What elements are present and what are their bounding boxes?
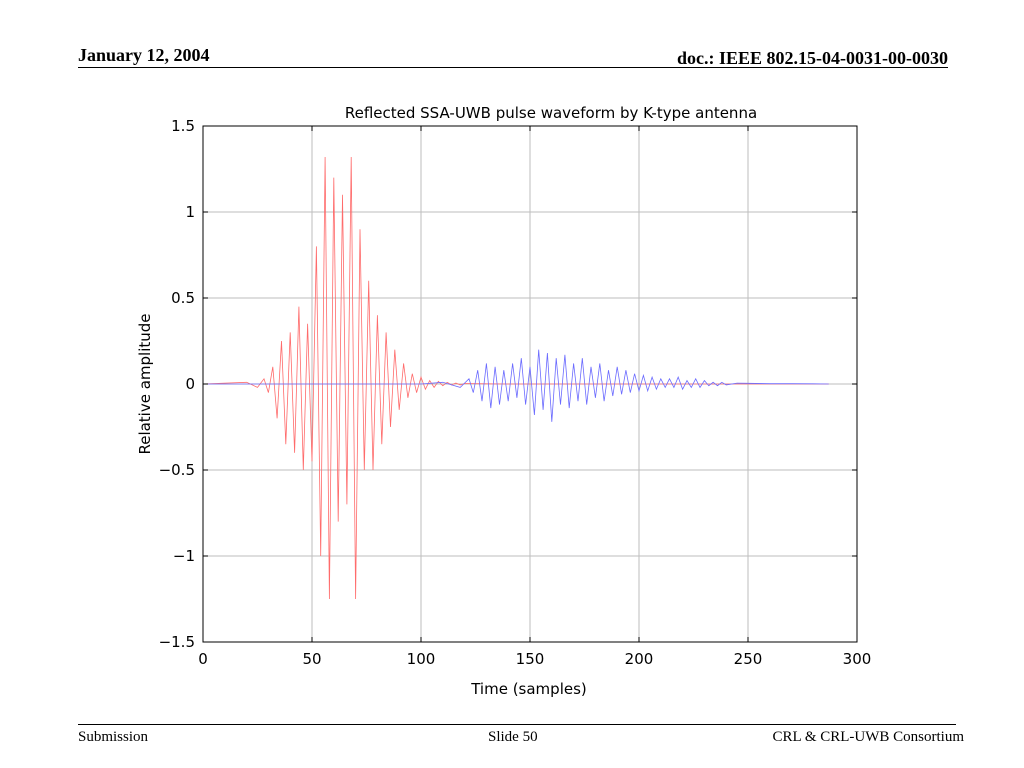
y-tick-label: −1.5 bbox=[159, 633, 195, 651]
y-tick-label: −1 bbox=[173, 547, 195, 565]
header-date: January 12, 2004 bbox=[78, 45, 210, 65]
series-line-2 bbox=[203, 349, 829, 422]
series-layer bbox=[202, 156, 829, 600]
x-axis-label: Time (samples) bbox=[470, 680, 587, 698]
y-tick-label: 1 bbox=[185, 203, 195, 221]
footer-submission: Submission bbox=[78, 729, 149, 745]
footer-consortium: CRL & CRL-UWB Consortium bbox=[772, 729, 964, 745]
x-tick-label: 100 bbox=[407, 650, 436, 668]
y-tick-label: 0 bbox=[185, 375, 195, 393]
y-axis-label: Relative amplitude bbox=[136, 313, 154, 454]
axis-ticks: 0 50 100 150 200 250 300 1.5 1 0.5 0 −0.5 −1 −1.5 bbox=[159, 117, 872, 668]
x-tick-label: 150 bbox=[516, 650, 545, 668]
footer-divider bbox=[78, 724, 956, 725]
x-tick-label: 50 bbox=[302, 650, 321, 668]
header-divider bbox=[78, 67, 948, 68]
x-tick-label: 200 bbox=[625, 650, 654, 668]
y-tick-label: 0.5 bbox=[171, 289, 195, 307]
x-tick-label: 0 bbox=[198, 650, 208, 668]
y-tick-label: −0.5 bbox=[159, 461, 195, 479]
x-tick-label: 250 bbox=[734, 650, 763, 668]
y-tick-label: 1.5 bbox=[171, 117, 195, 135]
header-doc-id: doc.: IEEE 802.15-04-0031-00-0030 bbox=[677, 48, 948, 68]
series-line-1 bbox=[202, 156, 829, 600]
footer-slide-number: Slide 50 bbox=[488, 729, 538, 745]
x-tick-label: 300 bbox=[843, 650, 872, 668]
chart-title: Reflected SSA-UWB pulse waveform by K-ty… bbox=[345, 104, 757, 122]
